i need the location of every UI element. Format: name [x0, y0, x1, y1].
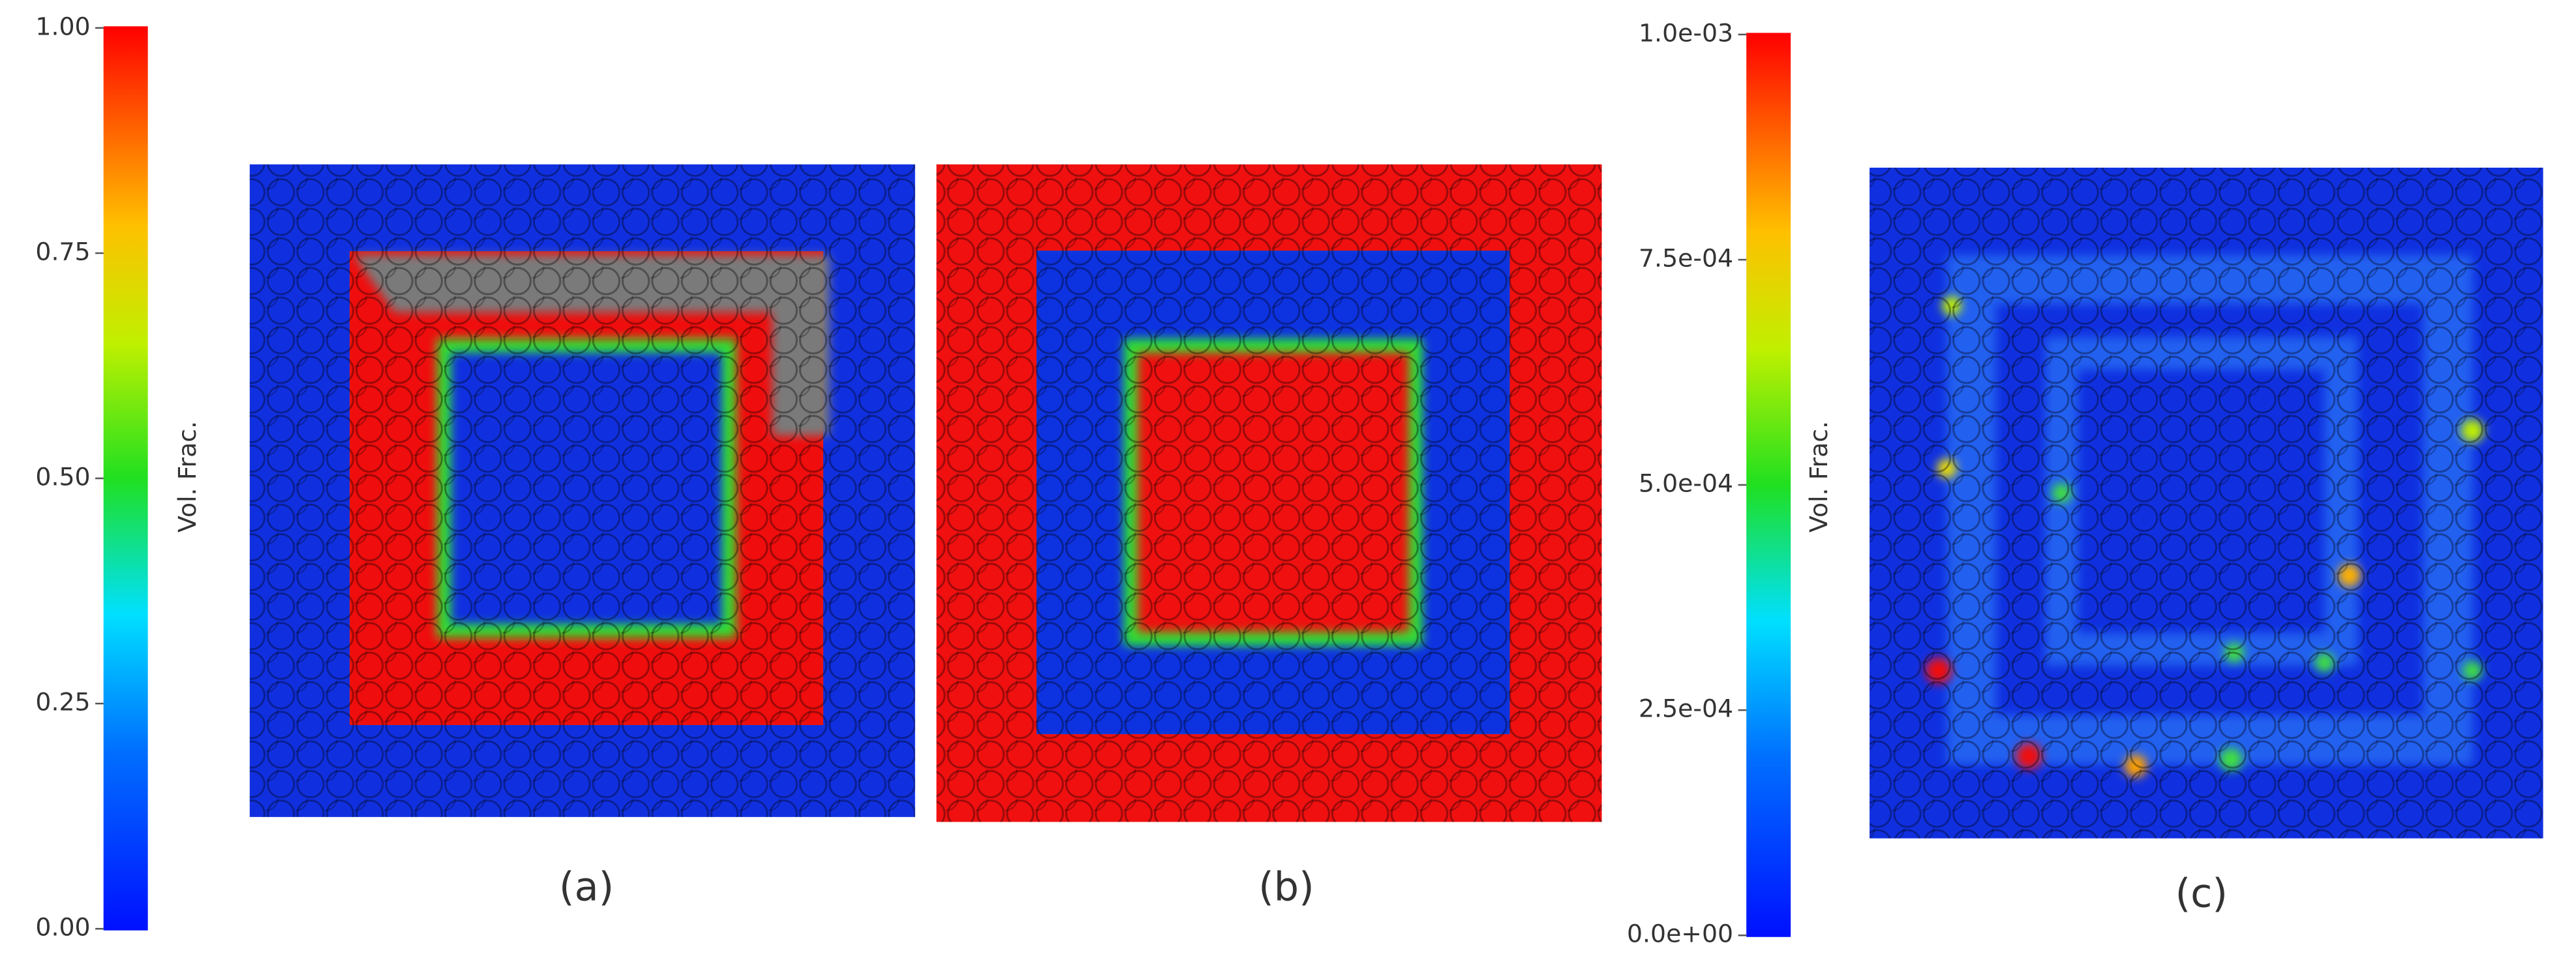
- panel-label: (b): [1258, 864, 1314, 910]
- tick-label: 0.50: [35, 462, 90, 491]
- colorbar: [1746, 33, 1791, 937]
- tick-label: 0.00: [35, 913, 90, 942]
- tick-label: 7.5e-04: [1639, 243, 1733, 272]
- panel-image: [936, 164, 1602, 822]
- tick-label: 0.0e+00: [1627, 920, 1733, 948]
- tick-label: 2.5e-04: [1639, 694, 1733, 723]
- panel-image: [249, 164, 915, 817]
- tick-label: 1.0e-03: [1639, 18, 1733, 47]
- tick-label: 1.00: [35, 12, 90, 40]
- tick-label: 0.25: [35, 688, 90, 717]
- tick-label: 5.0e-04: [1639, 469, 1733, 498]
- colorbar-label: Vol. Frac.: [173, 421, 202, 533]
- panel-label: (a): [559, 864, 614, 910]
- tick-label: 0.75: [35, 237, 90, 266]
- colorbar: [103, 26, 148, 931]
- panel-label: (c): [2175, 871, 2228, 916]
- colorbar-label: Vol. Frac.: [1804, 421, 1833, 533]
- panel-image: [1870, 167, 2543, 839]
